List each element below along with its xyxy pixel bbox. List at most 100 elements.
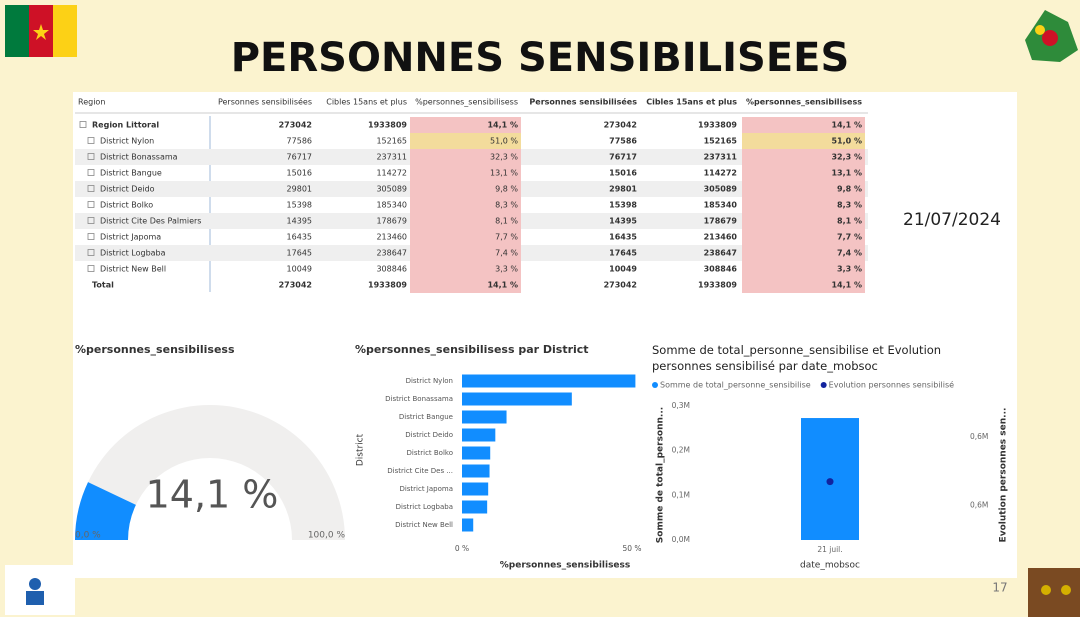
y-axis-title: Somme de total_personn... (656, 407, 666, 543)
bar (462, 392, 572, 406)
cell-highlight (410, 181, 521, 197)
expand-icon (87, 169, 95, 176)
bar (462, 500, 488, 514)
cell-highlight (742, 197, 865, 213)
y-tick-label: District Nylon (406, 377, 453, 385)
slide-title: PERSONNES SENSIBILISEES (231, 35, 850, 81)
cell: 7,7 % (495, 233, 518, 242)
x-tick-label: 50 % (622, 544, 641, 553)
cell: 29801 (287, 185, 312, 194)
cell: 15016 (287, 169, 312, 178)
point (826, 478, 834, 486)
cell: 185340 (704, 201, 738, 210)
cell-highlight (742, 181, 865, 197)
cell-highlight (742, 213, 865, 229)
expand-icon (87, 185, 95, 192)
cell-highlight (410, 197, 521, 213)
cell: 13,1 % (490, 169, 518, 178)
cell: 114272 (376, 169, 407, 178)
cell: 305089 (376, 185, 407, 194)
cell: 1933809 (368, 281, 407, 290)
cell: 51,0 % (490, 137, 518, 146)
x-tick-label: 21 juil. (817, 545, 842, 554)
gauge-track (75, 405, 345, 540)
cell: 32,3 % (831, 153, 862, 162)
expand-icon (87, 137, 95, 144)
cell: 3,3 % (495, 265, 518, 274)
cell: 238647 (704, 249, 737, 258)
expand-icon (87, 233, 95, 240)
cell: 213460 (704, 233, 738, 242)
cell: 51,0 % (831, 137, 862, 146)
column-header: Personnes sensibilisées (218, 97, 312, 107)
chart-title: %personnes_sensibilisess par District (355, 343, 589, 356)
gauge-fill (75, 482, 136, 540)
cell: 77586 (287, 137, 312, 146)
cell-highlight (742, 245, 865, 261)
cell-highlight (742, 165, 865, 181)
cell: 1933809 (368, 121, 407, 130)
cell-highlight (742, 229, 865, 245)
cell: 14,1 % (487, 281, 518, 290)
cell-highlight (410, 229, 521, 245)
logo (1025, 10, 1078, 62)
cell: 273042 (279, 281, 312, 290)
cell: 14395 (609, 217, 637, 226)
cell: 76717 (287, 153, 312, 162)
page-number: 17 (992, 581, 1007, 595)
column-header: Region (78, 98, 105, 107)
cell: 10049 (609, 265, 637, 274)
cell: 10049 (287, 265, 312, 274)
cell-highlight (742, 277, 865, 293)
cell: 13,1 % (831, 169, 862, 178)
y-tick-label: District Logbaba (396, 503, 453, 511)
x-axis-title: %personnes_sensibilisess (500, 561, 631, 571)
flag (5, 5, 77, 57)
cell: 29801 (609, 185, 637, 194)
cell: 308846 (704, 265, 738, 274)
expand-icon (87, 249, 95, 256)
cell: 237311 (376, 153, 407, 162)
row-label: District New Bell (100, 265, 166, 274)
cell: 1933809 (698, 121, 737, 130)
expand-icon (87, 153, 95, 160)
y-tick-label: District Japoma (399, 485, 453, 493)
cell-highlight (410, 245, 521, 261)
cell-highlight (742, 117, 865, 133)
y2-axis-title: Evolution personnes sen... (999, 408, 1009, 543)
legend-marker (652, 382, 658, 388)
photo (1028, 568, 1080, 617)
cell: 15398 (609, 201, 637, 210)
cell: 7,4 % (837, 249, 862, 258)
row-label: District Cite Des Palmiers (100, 217, 201, 226)
row-label: District Bangue (100, 169, 162, 178)
expand-icon (87, 265, 95, 272)
cell: 152165 (704, 137, 738, 146)
column-header: Cibles 15ans et plus (646, 98, 737, 107)
cell: 308846 (376, 265, 407, 274)
x-axis-title: date_mobsoc (800, 561, 860, 571)
cell: 16435 (609, 233, 637, 242)
y2-tick-label: 0,6M (970, 501, 988, 510)
bar (462, 428, 496, 442)
icon (5, 565, 75, 615)
cell: 152165 (376, 137, 407, 146)
cell: 1933809 (698, 281, 737, 290)
row-label: Total (92, 281, 114, 290)
row-label: District Bonassama (100, 153, 178, 162)
column-header: %personnes_sensibilisess (746, 98, 862, 107)
cell: 14,1 % (487, 121, 518, 130)
row-label: Region Littoral (92, 121, 159, 130)
y-tick-label: 0,2M (672, 446, 690, 455)
cell: 8,3 % (837, 201, 862, 210)
date: 21/07/2024 (903, 210, 1001, 230)
chart-title: %personnes_sensibilisess (75, 343, 235, 356)
bar (462, 518, 474, 532)
cell: 178679 (704, 217, 738, 226)
cell: 8,1 % (837, 217, 862, 226)
cell: 237311 (704, 153, 738, 162)
expand-icon (87, 201, 95, 208)
cell: 15016 (609, 169, 637, 178)
